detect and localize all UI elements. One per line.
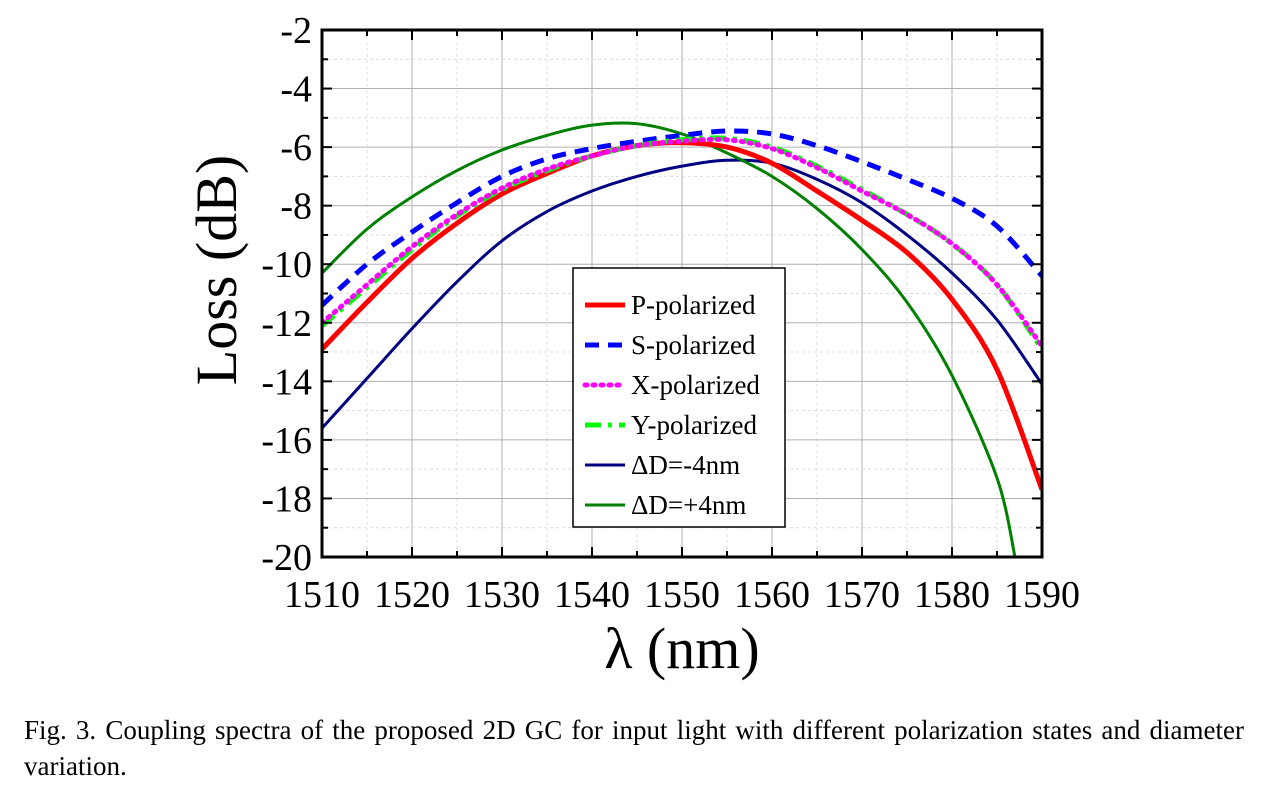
tick-marks — [321, 29, 1043, 558]
x-tick-label: 1550 — [644, 574, 720, 616]
x-tick-labels: 1510 1520 1530 1540 1550 1560 1570 1580 1590 — [284, 574, 1080, 616]
series-line-6 — [322, 121, 1017, 557]
y-tick-label: -6 — [280, 127, 312, 169]
y-tick-label: -16 — [261, 420, 312, 462]
y-tick-label: -14 — [261, 361, 312, 403]
x-tick-label: 1530 — [464, 574, 540, 616]
y-tick-label: -20 — [261, 537, 312, 579]
x-tick-label: 1580 — [914, 574, 990, 616]
y-tick-labels: -20 -18 -16 -14 -12 -10 -8 -6 -4 -2 — [261, 10, 312, 579]
legend-label-1: P-polarized — [631, 290, 756, 320]
y-tick-label: -12 — [261, 303, 312, 345]
x-tick-label: 1510 — [284, 574, 360, 616]
legend-box — [572, 267, 786, 528]
y-tick-label: -2 — [280, 10, 312, 52]
y-tick-label: -4 — [280, 69, 312, 111]
chart-figure: 1510 1520 1530 1540 1550 1560 1570 1580 1590 -20… — [184, 10, 1080, 681]
legend-label-4: Y-polarized — [631, 410, 757, 440]
x-tick-label: 1540 — [554, 574, 630, 616]
chart-svg: 1510 1520 1530 1540 1550 1560 1570 1580 1590 -20… — [184, 10, 1080, 681]
legend-label-2: S-polarized — [631, 330, 756, 360]
series-group — [322, 121, 1042, 557]
x-tick-label: 1570 — [824, 574, 900, 616]
legend-label-6: ΔD=+4nm — [631, 490, 746, 520]
series-line-1 — [322, 140, 1042, 491]
y-tick-label: -18 — [261, 478, 312, 520]
y-tick-label: -8 — [280, 186, 312, 228]
legend-label-3: X-polarized — [631, 370, 760, 400]
series-line-5 — [322, 158, 1042, 430]
y-axis-title: Loss (dB) — [184, 155, 249, 385]
legend: P-polarized S-polarized X-polarized Y-polar… — [572, 267, 786, 528]
legend-label-5: ΔD=-4nm — [631, 450, 740, 480]
x-tick-label: 1520 — [374, 574, 450, 616]
series-line-4 — [322, 135, 1042, 351]
x-tick-label: 1560 — [734, 574, 810, 616]
y-tick-label: -10 — [261, 244, 312, 286]
series-line-3 — [322, 136, 1042, 349]
x-axis-title: λ (nm) — [604, 616, 759, 681]
x-tick-label: 1590 — [1004, 574, 1080, 616]
figure-caption: Fig. 3. Coupling spectra of the proposed… — [24, 715, 1244, 781]
